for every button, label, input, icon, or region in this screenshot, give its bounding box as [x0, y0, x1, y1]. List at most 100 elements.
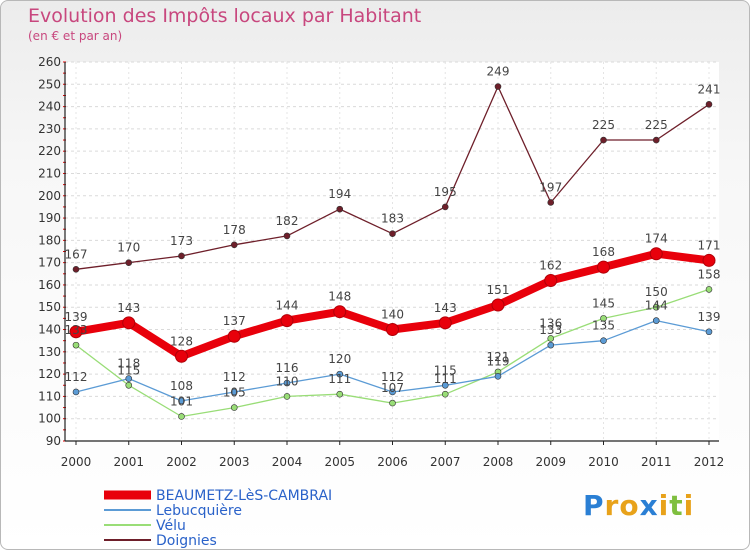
data-point [494, 373, 502, 380]
data-point [441, 381, 449, 389]
data-point [494, 83, 502, 90]
data-point [178, 413, 185, 420]
data-label: 171 [698, 238, 721, 252]
legend-label: BEAUMETZ-LèS-CAMBRAI [156, 488, 332, 504]
x-tick-label: 2011 [641, 455, 672, 469]
data-label: 112 [65, 370, 88, 384]
data-point [178, 252, 185, 260]
data-point [230, 404, 238, 411]
y-tick-label: 220 [38, 144, 61, 158]
series-points [69, 83, 716, 420]
y-tick-label: 100 [38, 412, 61, 426]
data-label: 115 [117, 363, 140, 377]
data-point [652, 136, 660, 144]
data-point [389, 230, 396, 237]
y-axis: 90 100 110 120 130 140 150 160 170 180 190 200 210 22… [38, 55, 66, 448]
data-point [649, 247, 663, 261]
data-label: 195 [434, 185, 457, 199]
chart-title: Evolution des Impôts locaux par Habitant [28, 5, 422, 27]
x-axis: 2000 2001 2002 2003 2004 2005 2006 2007 2008 2009… [61, 440, 724, 469]
data-point [72, 341, 80, 349]
data-label: 194 [328, 187, 351, 201]
data-point [72, 266, 80, 273]
data-point [652, 303, 660, 311]
data-point [389, 388, 396, 396]
data-label: 178 [223, 223, 246, 237]
data-point [705, 286, 713, 293]
logo-letter: x [639, 489, 659, 522]
chart-subtitle: (en € et par an) [28, 29, 123, 43]
data-point [280, 314, 294, 328]
y-tick-label: 230 [38, 122, 61, 136]
data-point [175, 349, 188, 363]
data-label: 143 [434, 301, 457, 315]
data-point [72, 388, 80, 396]
data-point [547, 341, 555, 349]
x-tick-label: 2006 [377, 455, 408, 469]
y-tick-label: 260 [38, 55, 61, 69]
data-point [600, 315, 607, 322]
data-label: 118 [117, 357, 140, 371]
data-point [547, 335, 555, 342]
y-tick-label: 250 [38, 77, 61, 91]
data-label: 225 [645, 118, 668, 132]
data-label: 115 [434, 363, 457, 377]
data-point [652, 317, 660, 324]
data-point [600, 337, 607, 344]
data-label: 111 [328, 372, 351, 386]
data-label: 137 [223, 314, 246, 328]
data-label: 173 [170, 234, 193, 248]
data-point [336, 205, 344, 213]
y-tick-label: 160 [38, 278, 61, 292]
data-point [178, 397, 185, 405]
data-label: 174 [645, 232, 668, 246]
data-point [125, 259, 133, 266]
data-label: 249 [487, 65, 510, 79]
logo-letter: o [619, 489, 640, 522]
data-point [125, 375, 133, 382]
data-point [336, 370, 344, 378]
data-label: 133 [539, 323, 562, 337]
y-tick-label: 90 [46, 434, 61, 448]
data-label: 170 [117, 241, 140, 255]
data-label: 119 [487, 354, 510, 368]
y-tick-label: 120 [38, 367, 61, 381]
data-point [702, 253, 716, 267]
legend-label: Vélu [156, 518, 186, 534]
data-point [283, 379, 291, 387]
data-point [705, 328, 713, 336]
data-label: 107 [381, 381, 404, 395]
data-label: 120 [328, 352, 351, 366]
data-label: 162 [539, 258, 562, 272]
data-label: 110 [276, 374, 299, 388]
data-label: 167 [65, 247, 88, 261]
data-label: 108 [170, 379, 193, 393]
data-point [122, 316, 136, 330]
data-label: 140 [381, 308, 404, 322]
data-point [600, 136, 607, 144]
data-label: 105 [223, 386, 246, 400]
data-point [441, 203, 449, 211]
data-label: 111 [434, 372, 457, 386]
data-label: 139 [65, 310, 88, 324]
data-label: 112 [223, 370, 246, 384]
data-point [227, 329, 241, 343]
data-label: 112 [381, 370, 404, 384]
grid [65, 61, 719, 442]
data-label: 144 [276, 299, 299, 313]
data-point [230, 388, 238, 396]
data-point [491, 298, 505, 312]
y-tick-label: 200 [38, 189, 61, 203]
data-label: 150 [645, 285, 668, 299]
data-point [230, 241, 238, 249]
data-label: 139 [698, 310, 721, 324]
data-label: 182 [276, 214, 299, 228]
data-label: 168 [592, 245, 615, 259]
legend-label: Doignies [156, 533, 217, 549]
data-point [389, 399, 396, 407]
data-label: 241 [698, 82, 721, 96]
y-tick-label: 170 [38, 256, 61, 270]
y-tick-label: 140 [38, 323, 61, 337]
